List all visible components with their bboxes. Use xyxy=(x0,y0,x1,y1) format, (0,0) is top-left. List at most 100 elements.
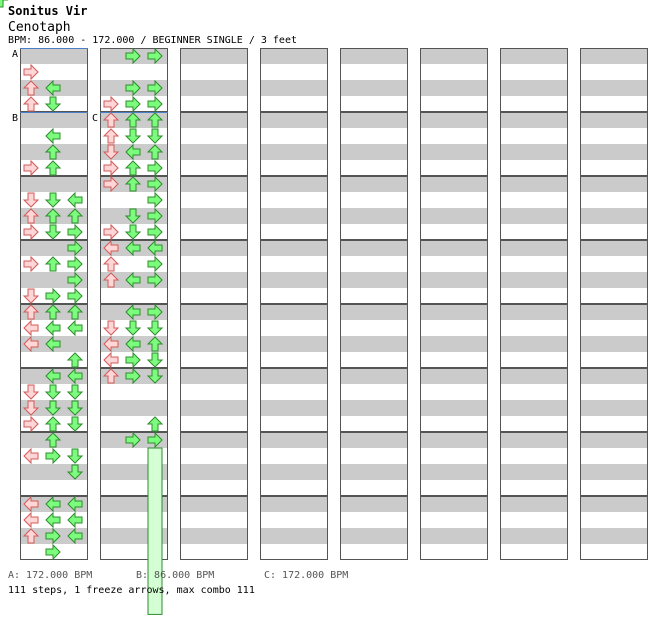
arrow-down-icon xyxy=(66,416,84,432)
beat-stripe xyxy=(340,432,408,448)
arrow-up-icon xyxy=(146,144,164,160)
measure-box xyxy=(100,48,168,112)
beat-stripe xyxy=(500,272,568,288)
beat-stripe xyxy=(340,464,408,480)
beat-stripe xyxy=(580,176,648,192)
measure-box xyxy=(20,240,88,304)
measure-box xyxy=(100,432,168,496)
measure-box xyxy=(180,496,248,560)
freeze-body xyxy=(147,447,163,615)
arrow-up-icon xyxy=(102,256,120,272)
beat-stripe xyxy=(420,304,488,320)
arrow-up-icon xyxy=(124,112,142,128)
arrow-left-icon xyxy=(45,511,61,529)
measure-box xyxy=(180,112,248,176)
arrow-down-icon xyxy=(124,208,142,224)
arrow-left-icon xyxy=(125,143,141,161)
measure-box xyxy=(500,368,568,432)
arrow-up-icon xyxy=(44,432,62,448)
chart-meta: BPM: 86.000 - 172.000 / BEGINNER SINGLE … xyxy=(8,35,297,46)
arrow-right-icon xyxy=(45,527,61,545)
arrow-left-icon xyxy=(147,239,163,257)
beat-stripe xyxy=(500,368,568,384)
beat-stripe xyxy=(340,144,408,160)
beat-stripe xyxy=(260,208,328,224)
arrow-left-icon xyxy=(125,239,141,257)
beat-stripe xyxy=(420,144,488,160)
arrow-up-icon xyxy=(66,352,84,368)
beat-stripe xyxy=(420,208,488,224)
bpm-legend-b: B: 86.000 BPM xyxy=(136,570,215,581)
bpm-marker-label: A xyxy=(12,49,18,60)
beat-stripe xyxy=(260,528,328,544)
measure-box xyxy=(340,304,408,368)
measure-box xyxy=(260,176,328,240)
arrow-left-icon xyxy=(23,495,39,513)
beat-stripe xyxy=(580,368,648,384)
measure-box xyxy=(500,176,568,240)
beat-stripe xyxy=(20,240,88,256)
arrow-right-icon xyxy=(125,367,141,385)
arrow-down-icon xyxy=(44,96,62,112)
arrow-right-icon xyxy=(23,415,39,433)
measure-box xyxy=(180,48,248,112)
arrow-right-icon xyxy=(23,63,39,81)
beat-stripe xyxy=(20,176,88,192)
beat-stripe xyxy=(260,176,328,192)
arrow-up-icon xyxy=(0,0,9,8)
arrow-left-icon xyxy=(45,319,61,337)
bpm-legend-a: A: 172.000 BPM xyxy=(8,570,93,581)
beat-stripe xyxy=(500,464,568,480)
beat-stripe xyxy=(420,368,488,384)
beat-stripe xyxy=(340,368,408,384)
measure-box xyxy=(420,48,488,112)
arrow-right-icon xyxy=(45,287,61,305)
arrow-left-icon xyxy=(45,127,61,145)
arrow-down-icon xyxy=(66,384,84,400)
beat-stripe xyxy=(260,48,328,64)
arrow-right-icon xyxy=(147,207,163,225)
arrow-up-icon xyxy=(124,176,142,192)
measure-box xyxy=(20,432,88,496)
beat-stripe xyxy=(180,336,248,352)
arrow-left-icon xyxy=(103,335,119,353)
beat-stripe xyxy=(580,336,648,352)
beat-stripe xyxy=(580,432,648,448)
beat-stripe xyxy=(420,336,488,352)
arrow-right-icon xyxy=(147,303,163,321)
beat-stripe xyxy=(420,400,488,416)
measure-box xyxy=(260,304,328,368)
arrow-right-icon xyxy=(147,95,163,113)
beat-stripe xyxy=(20,272,88,288)
beat-stripe xyxy=(500,240,568,256)
beat-stripe xyxy=(180,208,248,224)
arrow-right-icon xyxy=(23,255,39,273)
arrow-left-icon xyxy=(23,319,39,337)
measure-box xyxy=(100,176,168,240)
measure-box xyxy=(180,368,248,432)
beat-stripe xyxy=(340,48,408,64)
arrow-down-icon xyxy=(102,144,120,160)
beat-stripe xyxy=(260,464,328,480)
beat-stripe xyxy=(420,464,488,480)
measure-box xyxy=(580,432,648,496)
arrow-up-icon xyxy=(44,304,62,320)
arrow-down-icon xyxy=(22,288,40,304)
beat-stripe xyxy=(260,304,328,320)
arrow-right-icon xyxy=(147,175,163,193)
measure-box xyxy=(20,304,88,368)
arrow-left-icon xyxy=(45,335,61,353)
arrow-right-icon xyxy=(103,175,119,193)
arrow-right-icon xyxy=(45,543,61,561)
beat-stripe xyxy=(580,272,648,288)
measure-box xyxy=(260,112,328,176)
beat-stripe xyxy=(260,400,328,416)
measure-box xyxy=(260,496,328,560)
beat-stripe xyxy=(340,208,408,224)
arrow-down-icon xyxy=(146,368,164,384)
arrow-right-icon xyxy=(147,79,163,97)
arrow-up-icon xyxy=(124,160,142,176)
measure-box xyxy=(20,176,88,240)
measure-box xyxy=(340,496,408,560)
beat-stripe xyxy=(580,464,648,480)
